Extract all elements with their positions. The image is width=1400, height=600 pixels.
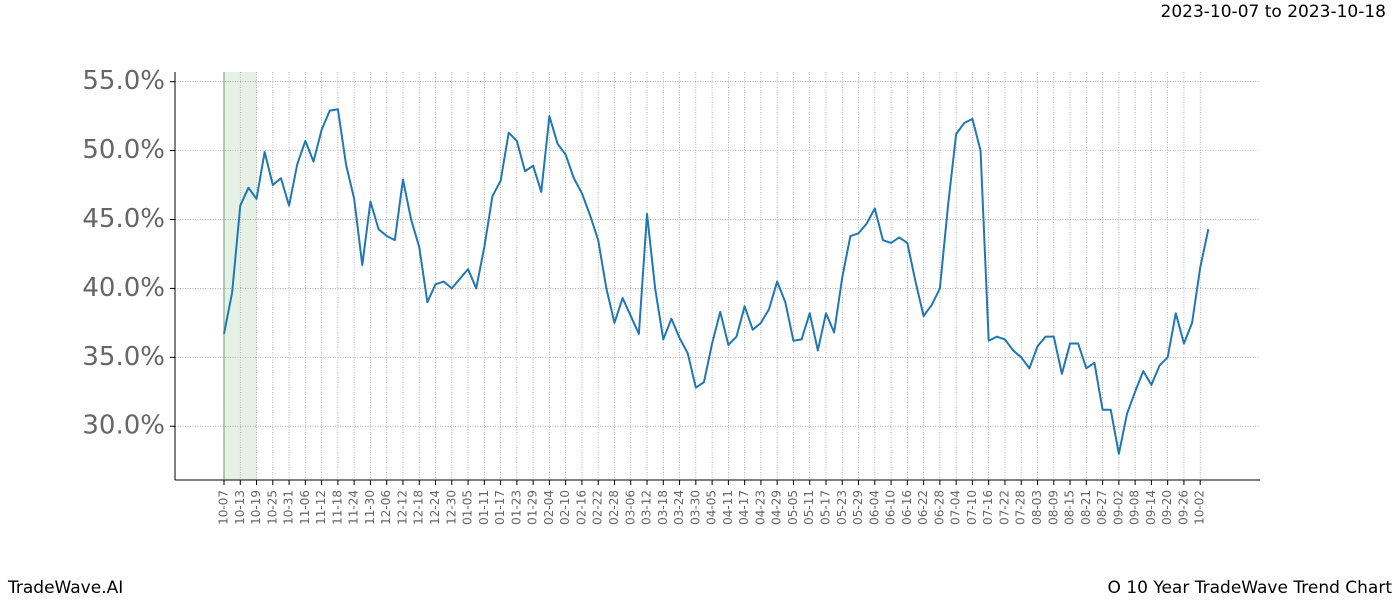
x-tick-label: 04-17: [737, 490, 751, 525]
x-tick-label: 11-18: [330, 490, 344, 525]
x-tick-label: 06-16: [900, 490, 914, 525]
y-tick-label: 50.0%: [82, 135, 165, 165]
x-tick-label: 12-18: [412, 490, 426, 525]
x-tick-label: 05-05: [786, 490, 800, 525]
x-tick-label: 06-10: [884, 490, 898, 525]
x-tick-label: 02-28: [607, 490, 621, 525]
y-tick-label: 55.0%: [82, 66, 165, 96]
y-tick-label: 45.0%: [82, 204, 165, 234]
chart-title: 2023-10-07 to 2023-10-18: [1161, 2, 1386, 22]
x-tick-label: 07-16: [981, 490, 995, 525]
x-tick-label: 05-23: [835, 490, 849, 525]
x-tick-label: 01-05: [461, 490, 475, 525]
x-tick-label: 03-30: [688, 490, 702, 525]
y-tick-label: 35.0%: [82, 342, 165, 372]
x-tick-label: 08-09: [1046, 490, 1060, 525]
x-tick-label: 12-12: [395, 490, 409, 525]
x-tick-label: 09-20: [1160, 490, 1174, 525]
x-tick-label: 10-07: [217, 490, 231, 525]
x-tick-label: 02-16: [574, 490, 588, 525]
x-tick-label: 11-12: [314, 490, 328, 525]
x-tick-label: 08-21: [1079, 490, 1093, 525]
x-tick-label: 05-11: [802, 490, 816, 525]
x-tick-label: 03-12: [640, 490, 654, 525]
x-tick-label: 11-06: [298, 490, 312, 525]
x-tick-label: 10-25: [265, 490, 279, 525]
x-tick-label: 11-30: [363, 490, 377, 525]
x-tick-label: 12-06: [379, 490, 393, 525]
y-tick-label: 40.0%: [82, 273, 165, 303]
x-tick-label: 01-29: [526, 490, 540, 525]
x-tick-label: 06-04: [867, 490, 881, 525]
x-tick-label: 02-04: [542, 490, 556, 525]
x-tick-label: 06-28: [932, 490, 946, 525]
x-tick-label: 03-06: [623, 490, 637, 525]
x-tick-label: 05-29: [851, 490, 865, 525]
x-tick-label: 10-02: [1193, 490, 1207, 525]
x-tick-label: 10-13: [233, 490, 247, 525]
x-tick-label: 09-26: [1176, 490, 1190, 525]
x-tick-label: 04-29: [770, 490, 784, 525]
x-tick-label: 02-10: [558, 490, 572, 525]
x-tick-label: 04-23: [753, 490, 767, 525]
x-tick-label: 06-22: [916, 490, 930, 525]
x-tick-label: 09-02: [1111, 490, 1125, 525]
x-tick-label: 12-30: [444, 490, 458, 525]
y-tick-label: 30.0%: [82, 411, 165, 441]
x-tick-label: 01-23: [509, 490, 523, 525]
x-tick-label: 03-24: [672, 490, 686, 525]
x-tick-label: 03-18: [656, 490, 670, 525]
x-tick-label: 08-03: [1030, 490, 1044, 525]
x-tick-label: 07-22: [997, 490, 1011, 525]
x-tick-label: 09-14: [1144, 490, 1158, 525]
highlight-band: [224, 72, 257, 480]
x-tick-label: 04-11: [721, 490, 735, 525]
x-tick-label: 12-24: [428, 490, 442, 525]
x-tick-label: 08-27: [1095, 490, 1109, 525]
x-tick-label: 10-31: [282, 490, 296, 525]
x-tick-label: 04-05: [705, 490, 719, 525]
x-tick-label: 09-08: [1128, 490, 1142, 525]
x-tick-label: 07-04: [949, 490, 963, 525]
x-tick-label: 08-15: [1063, 490, 1077, 525]
footer-right: O 10 Year TradeWave Trend Chart: [1108, 578, 1393, 598]
trend-line: [223, 108, 1210, 455]
x-tick-label: 02-22: [591, 490, 605, 525]
x-tick-label: 10-19: [249, 490, 263, 525]
x-tick-label: 11-24: [347, 490, 361, 525]
footer-left: TradeWave.AI: [7, 578, 123, 598]
x-tick-label: 05-17: [818, 490, 832, 525]
x-tick-label: 07-10: [965, 490, 979, 525]
x-tick-label: 07-28: [1014, 490, 1028, 525]
x-tick-label: 01-17: [493, 490, 507, 525]
x-tick-label: 01-11: [477, 490, 491, 525]
